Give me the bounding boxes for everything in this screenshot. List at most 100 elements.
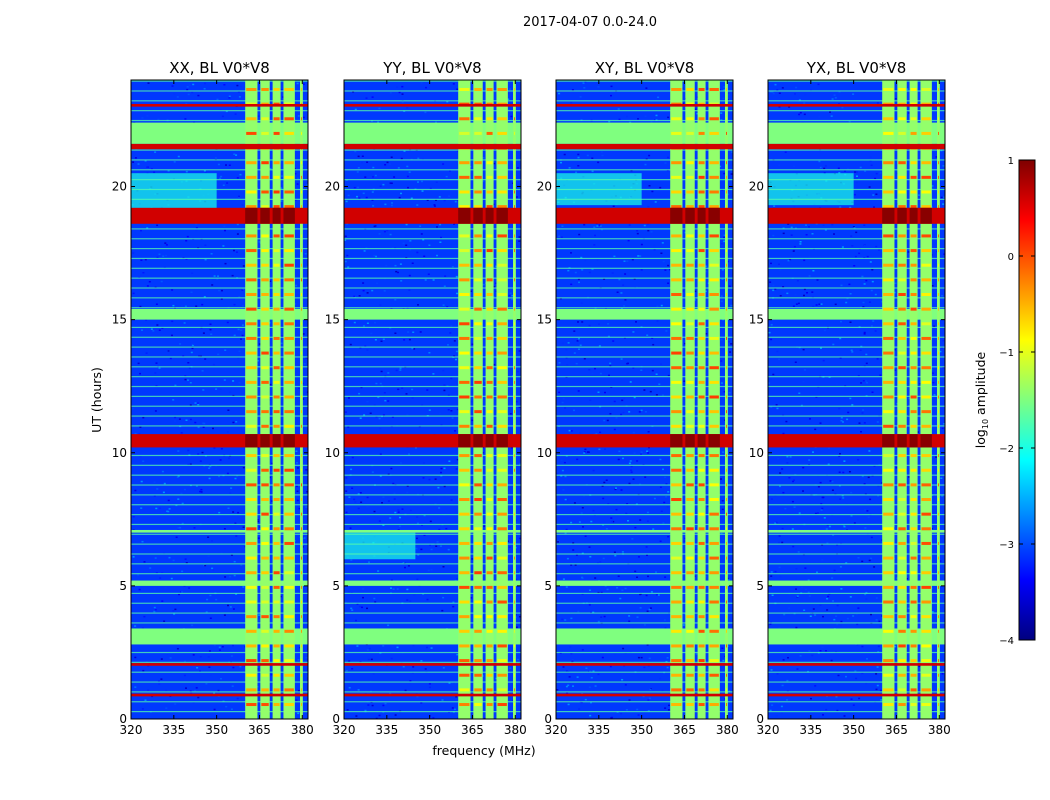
noise-speck [561,469,564,472]
noise-speck [862,380,865,382]
band-cell [301,688,302,692]
noise-speck [206,598,209,601]
noise-speck [564,498,567,501]
noise-speck [229,606,232,608]
noise-speck [156,224,159,227]
noise-speck [728,341,730,343]
broadband-flag-row [556,529,733,533]
noise-speck [366,400,369,403]
noise-speck [802,466,805,469]
band-cell [474,131,482,135]
band-cell [459,468,470,472]
noise-speck [849,206,852,209]
band-cell [474,249,482,253]
noise-speck [609,665,612,668]
noise-speck [160,280,163,283]
noise-speck [823,172,826,174]
rfi-line [344,356,521,358]
noise-speck [860,164,863,166]
rfi-line [344,385,521,388]
noise-speck [614,488,617,491]
noise-speck [210,333,213,335]
noise-speck [187,449,190,452]
noise-speck [567,342,570,344]
noise-speck [357,689,360,691]
noise-speck [366,649,369,651]
band-cell [726,659,727,663]
band-cell [698,688,705,692]
band-cell [301,395,302,399]
band-cell [709,424,719,428]
rfi-line [556,366,733,368]
band-cell [514,278,515,282]
noise-speck [440,424,443,426]
band-cell [273,205,280,209]
noise-speck [782,414,785,417]
noise-speck [429,520,432,523]
noise-speck [594,367,596,370]
noise-speck [351,456,354,459]
noise-speck [830,659,833,662]
noise-speck [220,298,223,300]
rfi-line [344,464,521,466]
rfi-line [131,169,308,171]
noise-speck [801,586,803,589]
band-cell [686,351,694,355]
rfi-line [131,691,308,693]
band-cell [514,336,515,340]
band-cell [686,234,694,238]
band-cell [898,512,906,516]
band-cell [921,307,931,311]
noise-speck [511,298,513,301]
noise-speck [647,575,649,578]
band-cell [671,571,682,575]
band-cell [514,395,515,399]
band-cell [459,161,470,165]
band-cell [486,673,493,677]
noise-speck [573,330,576,332]
noise-speck [197,696,200,699]
noise-speck [636,460,639,462]
noise-speck [803,294,805,297]
noise-speck [864,493,867,495]
noise-speck [439,241,442,243]
noise-speck [799,243,802,245]
noise-speck [863,224,866,226]
noise-speck [578,281,580,284]
noise-speck [795,626,798,629]
noise-speck [941,102,944,105]
band-cell [938,673,939,677]
noise-speck [493,162,496,165]
noise-speck [840,588,843,590]
band-cell [474,234,482,238]
x-tick-label: 380 [291,723,314,737]
noise-speck [169,357,172,360]
noise-speck [707,668,710,671]
noise-speck [632,367,635,369]
strong-rfi-row [768,434,945,448]
rfi-line [768,602,945,604]
noise-speck [667,374,670,377]
noise-speck [138,588,141,591]
noise-speck [132,161,135,163]
noise-speck [454,430,456,432]
noise-speck [303,537,306,539]
panel-title: YY, BL V0*V8 [382,59,481,77]
noise-speck [412,666,415,668]
noise-speck [858,422,861,424]
noise-speck [507,109,510,111]
noise-speck [589,556,592,558]
y-tick-label: 0 [544,712,552,726]
noise-speck [191,91,194,94]
band-cell [938,161,939,165]
noise-speck [638,656,640,659]
noise-speck [419,225,422,227]
noise-speck [282,231,284,233]
noise-speck [435,199,437,201]
noise-speck [231,274,234,277]
band-cell [301,87,302,91]
noise-speck [866,510,869,512]
noise-speck [390,156,393,158]
noise-speck [820,303,823,305]
noise-speck [171,289,174,291]
